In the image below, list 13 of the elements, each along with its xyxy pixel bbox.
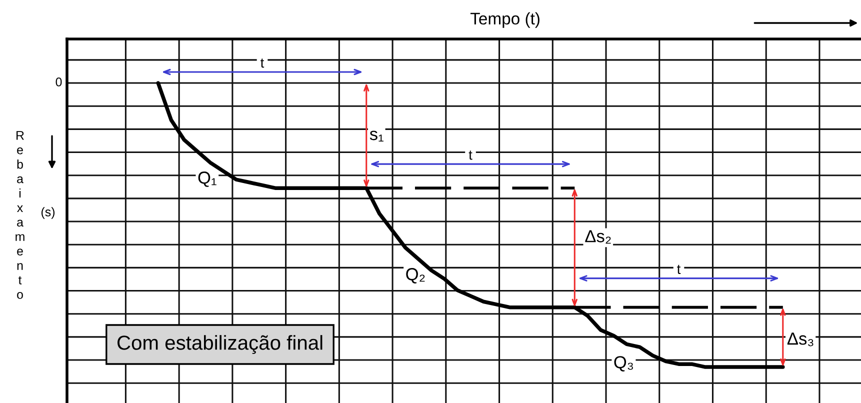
annotation: t bbox=[677, 264, 681, 274]
annotation: s₁ bbox=[370, 130, 384, 142]
annotation: Δs₃ bbox=[787, 332, 814, 346]
annotation: t bbox=[468, 150, 472, 160]
series-label: Q₁ bbox=[198, 172, 216, 187]
annotation: Com estabilização final bbox=[117, 335, 322, 354]
annotation: Δs₂ bbox=[585, 230, 611, 244]
text: Rebaixamento (s) bbox=[16, 131, 55, 299]
series-label: Q₂ bbox=[406, 268, 425, 284]
text: t bbox=[260, 58, 264, 68]
x-axis-title: Tempo (t) bbox=[470, 12, 540, 28]
series-label: Q₃ bbox=[614, 356, 633, 372]
text: 0 bbox=[56, 78, 62, 86]
